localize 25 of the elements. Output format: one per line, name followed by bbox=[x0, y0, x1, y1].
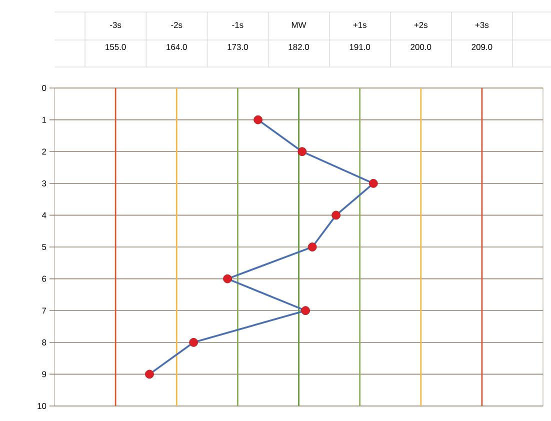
x-tick-label: 155.0 bbox=[106, 44, 126, 50]
x-tick-label: 164.0 bbox=[166, 44, 187, 50]
y-tick-label: 1 bbox=[42, 116, 46, 123]
x-tick-label: 182.0 bbox=[288, 44, 310, 50]
y-tick-label: 9 bbox=[42, 371, 46, 378]
y-tick-label: 4 bbox=[42, 212, 46, 218]
text: -1s bbox=[232, 22, 244, 28]
x-tick-label: 200.0 bbox=[410, 44, 432, 50]
text: -2s bbox=[171, 22, 182, 28]
y-tick-label: 6 bbox=[42, 276, 46, 282]
text: MW bbox=[292, 22, 306, 28]
y-tick-label: 7 bbox=[42, 308, 46, 314]
y-tick-label: 5 bbox=[42, 244, 46, 250]
y-tick-label: 2 bbox=[42, 148, 46, 155]
y-tick-label: 0 bbox=[42, 85, 46, 91]
x-tick-label: 173.0 bbox=[228, 44, 248, 50]
text: +1s bbox=[353, 22, 366, 28]
y-tick-label: 8 bbox=[42, 339, 46, 346]
x-tick-label: 191.0 bbox=[350, 44, 370, 50]
y-tick-label: 3 bbox=[42, 180, 46, 186]
x-tick-label: 209.0 bbox=[472, 44, 492, 50]
text: +2s bbox=[414, 22, 428, 28]
text: -3s bbox=[110, 22, 122, 28]
text: +3s bbox=[475, 22, 489, 28]
y-tick-label: 10 bbox=[38, 403, 46, 409]
